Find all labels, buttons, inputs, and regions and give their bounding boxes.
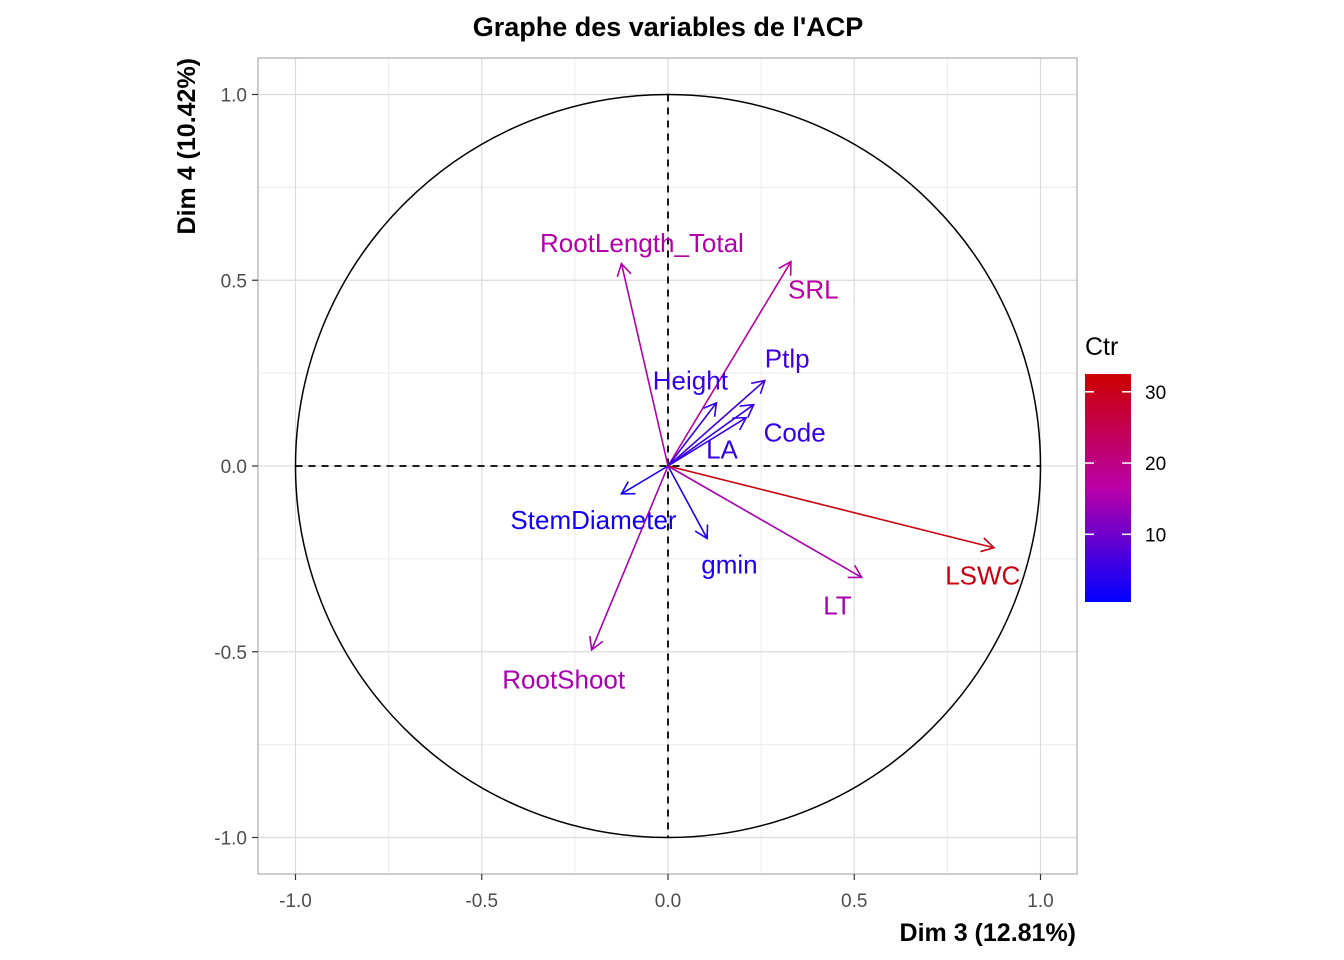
arrow-head-ptlp bbox=[750, 379, 767, 395]
arrow-shaft-lt bbox=[667, 465, 863, 579]
arrow-shaft-srl bbox=[667, 261, 792, 467]
variable-code: Code bbox=[667, 403, 826, 467]
x-tick-label: -0.5 bbox=[465, 891, 498, 912]
arrow-head-stemdiameter bbox=[620, 481, 636, 495]
arrow-shaft-stemdiameter bbox=[621, 465, 669, 495]
arrow-shaft-gmin bbox=[667, 465, 708, 539]
arrow-shaft-rootlength-total bbox=[620, 263, 669, 467]
x-tick-label: 1.0 bbox=[1027, 891, 1053, 912]
label-code: Code bbox=[764, 418, 826, 448]
label-rootlength-total: RootLength_Total bbox=[540, 228, 744, 258]
arrow-shaft-ptlp bbox=[667, 379, 766, 467]
arrow-shaft-rootshoot bbox=[590, 465, 669, 651]
y-tick-label: 0.5 bbox=[221, 271, 247, 292]
variable-srl: SRL bbox=[667, 260, 839, 467]
label-lt: LT bbox=[823, 590, 852, 620]
variable-rootshoot: RootShoot bbox=[502, 465, 669, 695]
label-height: Height bbox=[653, 366, 729, 396]
legend-tick-label: 20 bbox=[1145, 454, 1166, 475]
variable-lt: LT bbox=[667, 465, 864, 620]
y-axis-title: Dim 4 (10.42%) bbox=[173, 58, 201, 234]
legend: Ctr 10 20 30 bbox=[1085, 333, 1166, 602]
arrow-head-height bbox=[703, 401, 718, 417]
arrow-head-lt bbox=[847, 564, 864, 579]
arrow-shaft-height bbox=[667, 402, 718, 467]
y-tick-label: -1.0 bbox=[214, 829, 247, 850]
legend-colorbar bbox=[1085, 374, 1131, 602]
legend-tick-label: 10 bbox=[1145, 525, 1166, 546]
variable-gmin: gmin bbox=[667, 465, 758, 579]
arrow-head-rootshoot bbox=[589, 635, 604, 652]
label-la: LA bbox=[706, 434, 738, 464]
y-axis: -1.0 -0.5 0.0 0.5 1.0 bbox=[214, 86, 258, 850]
arrow-head-code bbox=[739, 403, 755, 418]
label-lswc: LSWC bbox=[945, 561, 1020, 591]
arrow-shaft-code bbox=[667, 404, 755, 467]
variable-rootlength-total: RootLength_Total bbox=[540, 228, 744, 467]
label-gmin: gmin bbox=[701, 549, 757, 579]
x-tick-label: 0.5 bbox=[841, 891, 867, 912]
label-ptlp: Ptlp bbox=[765, 343, 810, 373]
variable-la: LA bbox=[667, 416, 748, 467]
legend-tick-label: 30 bbox=[1145, 383, 1166, 404]
legend-title: Ctr bbox=[1085, 333, 1118, 361]
x-axis-title: Dim 3 (12.81%) bbox=[900, 919, 1076, 947]
arrow-head-gmin bbox=[694, 524, 709, 540]
arrow-shaft-lswc bbox=[667, 465, 995, 549]
x-tick-label: -1.0 bbox=[279, 891, 312, 912]
plot-panel: RootLength_Total SRL Ptlp Height Code LA StemD… bbox=[257, 57, 1078, 875]
arrow-head-lswc bbox=[980, 537, 996, 553]
variable-height: Height bbox=[653, 366, 729, 467]
chart-title: Graphe des variables de l'ACP bbox=[473, 12, 864, 42]
arrow-shaft-la bbox=[667, 417, 747, 467]
arrow-head-rootlength-total bbox=[616, 261, 632, 278]
y-tick-label: -0.5 bbox=[214, 643, 247, 664]
label-srl: SRL bbox=[788, 275, 839, 305]
label-stemdiameter: StemDiameter bbox=[510, 505, 676, 535]
variable-lswc: LSWC bbox=[667, 465, 1020, 591]
arrow-head-la bbox=[732, 416, 748, 431]
y-tick-label: 1.0 bbox=[221, 86, 247, 107]
arrow-head-srl bbox=[778, 260, 792, 276]
y-tick-label: 0.0 bbox=[221, 457, 247, 478]
variable-stemdiameter: StemDiameter bbox=[510, 465, 677, 535]
variable-ptlp: Ptlp bbox=[667, 343, 810, 467]
x-tick-label: 0.0 bbox=[655, 891, 681, 912]
label-rootshoot: RootShoot bbox=[502, 665, 626, 695]
x-axis: -1.0 -0.5 0.0 0.5 1.0 bbox=[279, 874, 1054, 912]
